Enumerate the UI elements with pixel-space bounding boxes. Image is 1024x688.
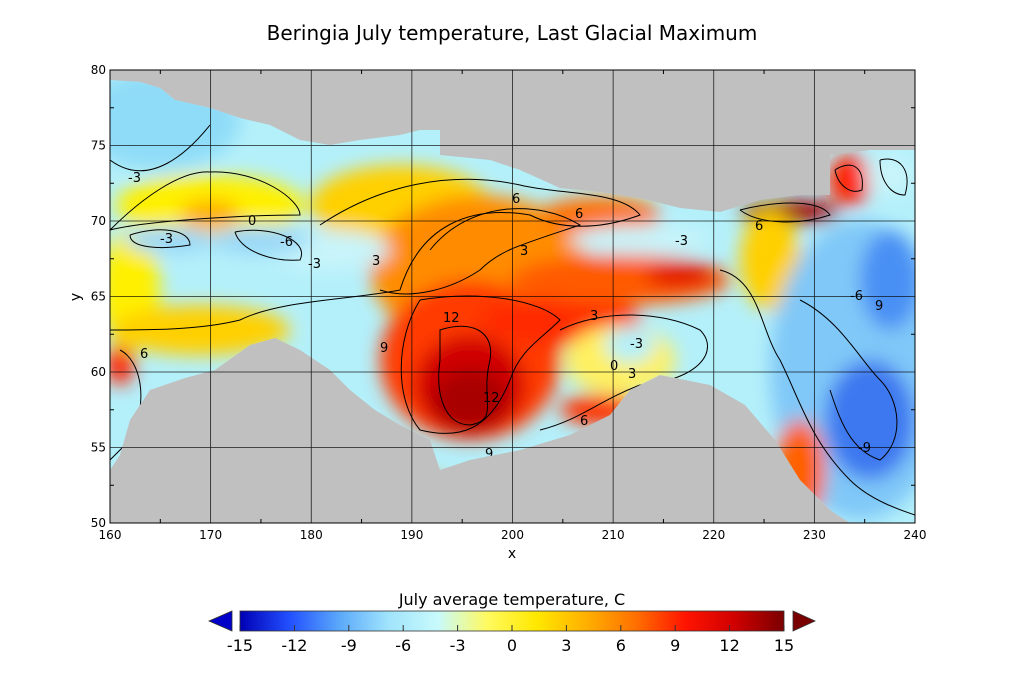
- colorbar-tick-label: -6: [395, 636, 411, 655]
- colorbar-tick-label: -12: [281, 636, 307, 655]
- x-tick-label: 180: [300, 528, 323, 542]
- colorbar: July average temperature, C -15 -12 -9 -6 -3…: [207, 590, 816, 655]
- y-tick-label: 65: [91, 290, 106, 304]
- y-tick-label: 55: [91, 441, 106, 455]
- colorbar-tick-label: 6: [616, 636, 626, 655]
- svg-text:-3: -3: [630, 337, 643, 352]
- svg-text:6: 6: [512, 192, 520, 207]
- x-tick-label: 200: [501, 528, 524, 542]
- svg-text:-3: -3: [675, 234, 688, 249]
- y-tick-label: 70: [91, 214, 106, 228]
- contour-labels: -3 0 -3 -6 -3 3 6 3 -3 6 12 9 12 9 6 3 0…: [128, 171, 883, 462]
- svg-text:-6: -6: [280, 235, 293, 250]
- svg-text:6: 6: [580, 414, 588, 429]
- svg-text:3: 3: [372, 254, 380, 269]
- svg-text:-3: -3: [160, 232, 173, 247]
- svg-text:12: 12: [483, 391, 500, 406]
- x-tick-label: 190: [400, 528, 423, 542]
- svg-text:3: 3: [520, 244, 528, 259]
- colorbar-tick-label: 12: [719, 636, 739, 655]
- map-plot: -3 0 -3 -6 -3 3 6 3 -3 6 12 9 12 9 6 3 0…: [110, 70, 915, 523]
- colorbar-tick-label: -9: [341, 636, 357, 655]
- svg-text:9: 9: [875, 299, 883, 314]
- grid-lines: [110, 70, 915, 523]
- svg-text:12: 12: [443, 311, 460, 326]
- y-tick-label: 60: [91, 365, 106, 379]
- x-tick-label: 240: [904, 528, 927, 542]
- svg-text:-3: -3: [128, 171, 141, 186]
- svg-text:-3: -3: [308, 257, 321, 272]
- svg-text:3: 3: [590, 309, 598, 324]
- colorbar-tick-label: 0: [507, 636, 517, 655]
- x-tick-label: 160: [99, 528, 122, 542]
- x-tick-label: 230: [803, 528, 826, 542]
- y-tick-label: 80: [91, 63, 106, 77]
- y-axis-label: y: [68, 293, 84, 301]
- x-tick-label: 210: [602, 528, 625, 542]
- svg-text:6: 6: [140, 347, 148, 362]
- colorbar-tick-label: 3: [561, 636, 571, 655]
- chart-title: Beringia July temperature, Last Glacial …: [267, 21, 758, 45]
- x-axis-label: x: [508, 546, 516, 562]
- svg-text:9: 9: [485, 447, 493, 462]
- svg-text:3: 3: [628, 367, 636, 382]
- svg-text:-9: -9: [858, 441, 871, 456]
- colorbar-ticks: -15 -12 -9 -6 -3 0 3 6 9 12 15: [227, 625, 794, 655]
- svg-text:6: 6: [755, 219, 763, 234]
- colorbar-label: July average temperature, C: [398, 590, 625, 609]
- colorbar-extend-low: [207, 610, 233, 632]
- colorbar-extend-high: [792, 610, 816, 632]
- axis-ticks: 160 170 180 190 200 210 220 230 2405055606570758…: [91, 63, 927, 542]
- x-tick-label: 170: [199, 528, 222, 542]
- colorbar-tick-label: -3: [450, 636, 466, 655]
- colorbar-tick-label: 9: [670, 636, 680, 655]
- x-tick-label: 220: [702, 528, 725, 542]
- svg-text:0: 0: [248, 214, 256, 229]
- colorbar-tick-label: -15: [227, 636, 253, 655]
- svg-text:9: 9: [380, 341, 388, 356]
- y-tick-label: 50: [91, 516, 106, 530]
- svg-text:0: 0: [610, 359, 618, 374]
- svg-text:6: 6: [575, 207, 583, 222]
- plot-frame: [109, 69, 916, 524]
- colorbar-tick-label: 15: [774, 636, 794, 655]
- contour-lines: [110, 124, 915, 516]
- y-tick-label: 75: [91, 139, 106, 153]
